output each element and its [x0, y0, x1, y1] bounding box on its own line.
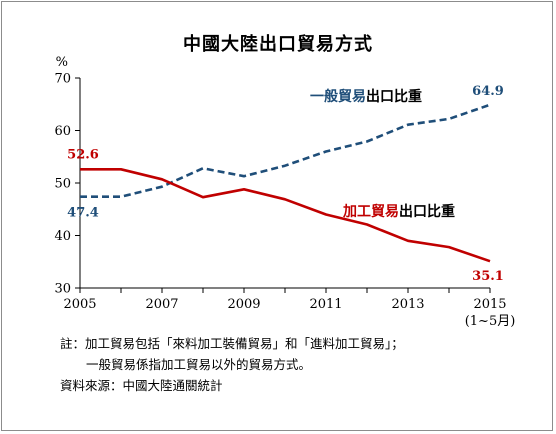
y-tick-label: 60	[54, 124, 71, 139]
x-tick-label: 2011	[309, 297, 342, 312]
data-label: 35.1	[472, 269, 504, 284]
x-tick-label: 2013	[391, 297, 424, 312]
x-tick-label: 2007	[145, 297, 178, 312]
data-label: 52.6	[67, 147, 99, 162]
series-line-general-trade	[80, 103, 491, 198]
note-line-2: 一般貿易係指加工貿易以外的貿易方式。	[86, 357, 312, 372]
data-label: 64.9	[472, 84, 504, 99]
source-line: 資料來源：中國大陸通關統計	[60, 378, 223, 393]
chart-notes: 註：加工貿易包括「來料加工裝備貿易」和「進料加工貿易」； 一般貿易係指加工貿易以…	[60, 333, 404, 396]
note-line-1: 註：加工貿易包括「來料加工裝備貿易」和「進料加工貿易」；	[60, 336, 404, 351]
x-tick-label: 2015	[473, 297, 506, 312]
series-line-processing-trade	[80, 168, 491, 263]
data-label: 47.4	[67, 206, 99, 221]
series-label-general-trade: 一般貿易出口比重	[310, 88, 422, 105]
series-label-general-trade-plain: 出口比重	[366, 88, 422, 105]
y-tick-label: 40	[54, 229, 71, 244]
chart-title: 中國大陸出口貿易方式	[183, 34, 373, 55]
y-tick-label: 70	[54, 72, 71, 87]
series-label-processing-trade: 加工貿易出口比重	[342, 203, 455, 220]
y-tick-label: 50	[54, 177, 71, 192]
x-tick-sublabel: (1~5月)	[465, 314, 516, 329]
series-label-processing-trade-colored: 加工貿易	[342, 203, 399, 220]
y-axis-unit: %	[56, 55, 68, 70]
x-tick-label: 2009	[227, 297, 260, 312]
y-tick-label: 30	[54, 282, 71, 297]
series-label-processing-trade-plain: 出口比重	[399, 203, 455, 220]
series-label-general-trade-colored: 一般貿易	[310, 88, 366, 105]
x-tick-label: 2005	[63, 297, 96, 312]
